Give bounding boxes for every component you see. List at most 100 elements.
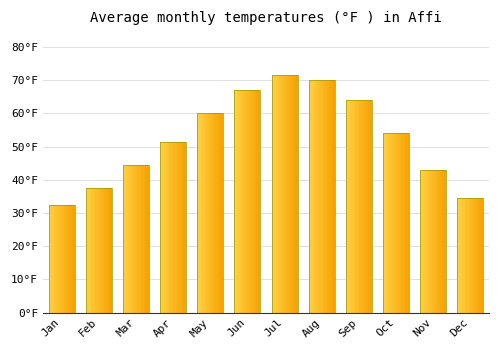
Bar	[60, 205, 62, 313]
Bar	[308, 80, 310, 313]
Bar	[420, 170, 422, 313]
Bar	[213, 113, 214, 313]
Bar	[394, 133, 396, 313]
Bar	[332, 80, 334, 313]
Bar	[428, 170, 429, 313]
Bar	[109, 188, 110, 313]
Bar	[182, 142, 184, 313]
Bar	[108, 188, 109, 313]
Bar	[401, 133, 402, 313]
Bar	[288, 75, 290, 313]
Bar	[236, 90, 237, 313]
Bar	[198, 113, 200, 313]
Bar	[67, 205, 68, 313]
Bar	[234, 90, 236, 313]
Bar	[350, 100, 351, 313]
Bar	[430, 170, 432, 313]
Bar	[291, 75, 292, 313]
Bar	[390, 133, 391, 313]
Bar	[63, 205, 64, 313]
Bar	[404, 133, 405, 313]
Bar	[346, 100, 347, 313]
Bar	[91, 188, 92, 313]
Bar	[482, 198, 484, 313]
Bar	[422, 170, 424, 313]
Bar	[400, 133, 401, 313]
Bar	[173, 142, 174, 313]
Bar	[237, 90, 238, 313]
Bar	[126, 165, 127, 313]
Bar	[210, 113, 212, 313]
Bar	[437, 170, 438, 313]
Bar	[144, 165, 145, 313]
Bar	[70, 205, 72, 313]
Bar	[424, 170, 426, 313]
Bar	[146, 165, 148, 313]
Bar	[274, 75, 276, 313]
Bar	[160, 142, 162, 313]
Bar	[105, 188, 106, 313]
Bar	[315, 80, 316, 313]
Bar	[218, 113, 220, 313]
Bar	[469, 198, 470, 313]
Bar	[241, 90, 242, 313]
Bar	[52, 205, 54, 313]
Bar	[134, 165, 136, 313]
Bar	[283, 75, 284, 313]
Bar	[290, 75, 291, 313]
Bar	[208, 113, 209, 313]
Bar	[294, 75, 295, 313]
Bar	[256, 90, 258, 313]
Bar	[465, 198, 466, 313]
Bar	[164, 142, 165, 313]
Bar	[368, 100, 369, 313]
Bar	[312, 80, 314, 313]
Bar	[58, 205, 59, 313]
Bar	[433, 170, 434, 313]
Bar	[308, 80, 334, 313]
Bar	[273, 75, 274, 313]
Bar	[137, 165, 138, 313]
Bar	[358, 100, 359, 313]
Bar	[86, 188, 112, 313]
Bar	[282, 75, 283, 313]
Bar	[280, 75, 282, 313]
Bar	[296, 75, 298, 313]
Bar	[200, 113, 201, 313]
Bar	[123, 165, 149, 313]
Bar	[86, 188, 87, 313]
Bar	[201, 113, 202, 313]
Bar	[405, 133, 406, 313]
Bar	[104, 188, 105, 313]
Bar	[477, 198, 478, 313]
Bar	[106, 188, 108, 313]
Bar	[238, 90, 240, 313]
Bar	[140, 165, 141, 313]
Bar	[276, 75, 278, 313]
Bar	[176, 142, 177, 313]
Bar	[178, 142, 180, 313]
Bar	[180, 142, 181, 313]
Bar	[240, 90, 241, 313]
Bar	[316, 80, 318, 313]
Bar	[478, 198, 480, 313]
Bar	[324, 80, 326, 313]
Bar	[100, 188, 102, 313]
Title: Average monthly temperatures (°F ) in Affi: Average monthly temperatures (°F ) in Af…	[90, 11, 442, 25]
Bar	[392, 133, 394, 313]
Bar	[327, 80, 328, 313]
Bar	[136, 165, 137, 313]
Bar	[286, 75, 287, 313]
Bar	[98, 188, 100, 313]
Bar	[408, 133, 409, 313]
Bar	[436, 170, 437, 313]
Bar	[330, 80, 331, 313]
Bar	[347, 100, 348, 313]
Bar	[127, 165, 128, 313]
Bar	[87, 188, 88, 313]
Bar	[244, 90, 246, 313]
Bar	[474, 198, 476, 313]
Bar	[396, 133, 398, 313]
Bar	[165, 142, 166, 313]
Bar	[95, 188, 96, 313]
